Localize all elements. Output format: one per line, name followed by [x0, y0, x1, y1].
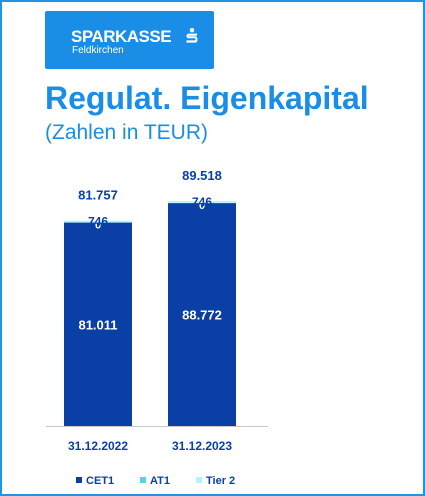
legend-swatch-at1	[140, 477, 146, 483]
logo-location: Feldkirchen	[72, 45, 124, 56]
x-tick-label-2: 31.12.2023	[172, 439, 232, 453]
legend-swatch-tier-2	[196, 477, 202, 483]
sparkasse-s-icon	[186, 28, 198, 43]
bar-tier-2-1	[64, 220, 132, 223]
x-tick-label-1: 31.12.2022	[68, 439, 128, 453]
total-label-2: 89.518	[182, 168, 222, 183]
legend-label-tier-2: Tier 2	[206, 475, 235, 487]
bar-cet1-2	[168, 203, 236, 426]
page-title: Regulat. Eigenkapital	[45, 80, 369, 116]
data-label-at1-1: 0	[95, 220, 101, 232]
total-label-1: 81.757	[78, 188, 118, 203]
data-label-tier2-1: 746	[88, 215, 108, 229]
sparkasse-logo: SPARKASSE Feldkirchen	[45, 11, 214, 69]
bar-cet1-1	[64, 222, 132, 426]
logo-brand-name: SPARKASSE	[71, 27, 172, 46]
bar-tier-2-2	[168, 201, 236, 204]
data-label-cet1-1: 81.011	[78, 317, 117, 332]
data-label-at1-2: 0	[199, 200, 205, 212]
legend-label-cet1: CET1	[86, 475, 114, 487]
legend-label-at1: AT1	[150, 475, 170, 487]
data-label-tier2-2: 746	[192, 195, 212, 209]
legend-swatch-cet1	[76, 477, 82, 483]
data-label-cet1-2: 88.772	[182, 308, 222, 323]
page-subtitle: (Zahlen in TEUR)	[45, 121, 208, 144]
